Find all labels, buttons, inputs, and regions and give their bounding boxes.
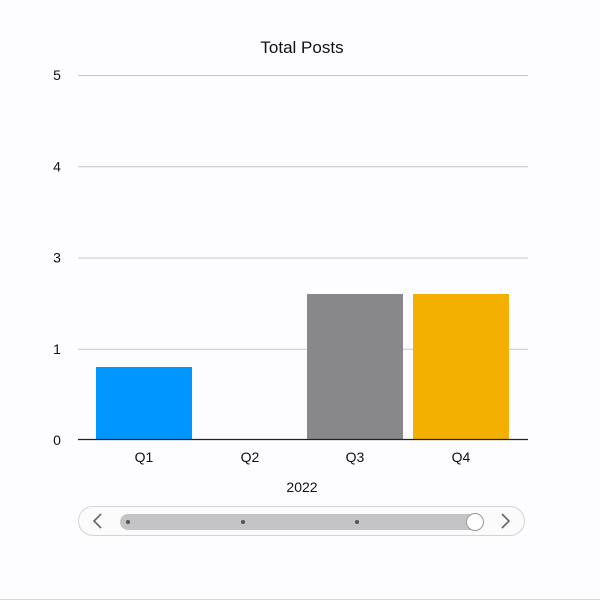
slider-thumb[interactable]: [466, 513, 484, 531]
bars: [96, 294, 509, 440]
x-tick-label: Q1: [135, 449, 154, 465]
y-axis-ticks: 0 1 3 4 5: [53, 67, 61, 448]
bar-q1[interactable]: [96, 367, 192, 440]
x-axis-ticks: Q1 Q2 Q3 Q4: [135, 449, 471, 465]
slider-tick-dot: [355, 520, 359, 524]
chart-title: Total Posts: [260, 38, 343, 57]
y-tick-label: 1: [53, 341, 61, 357]
y-tick-label: 4: [53, 158, 61, 174]
range-slider[interactable]: [78, 506, 525, 536]
bar-q4[interactable]: [413, 294, 509, 440]
slider-tick-dot: [241, 520, 245, 524]
y-tick-label: 0: [53, 432, 61, 448]
chevron-right-icon[interactable]: [494, 510, 516, 532]
y-tick-label: 3: [53, 250, 61, 266]
slider-tick-dot: [126, 520, 130, 524]
bar-q3[interactable]: [307, 294, 403, 440]
y-tick-label: 5: [53, 67, 61, 83]
x-tick-label: Q3: [346, 449, 365, 465]
x-tick-label: Q2: [241, 449, 260, 465]
x-tick-label: Q4: [452, 449, 471, 465]
slider-track[interactable]: [120, 513, 484, 531]
chevron-left-icon[interactable]: [87, 510, 109, 532]
x-axis-label: 2022: [286, 479, 317, 495]
